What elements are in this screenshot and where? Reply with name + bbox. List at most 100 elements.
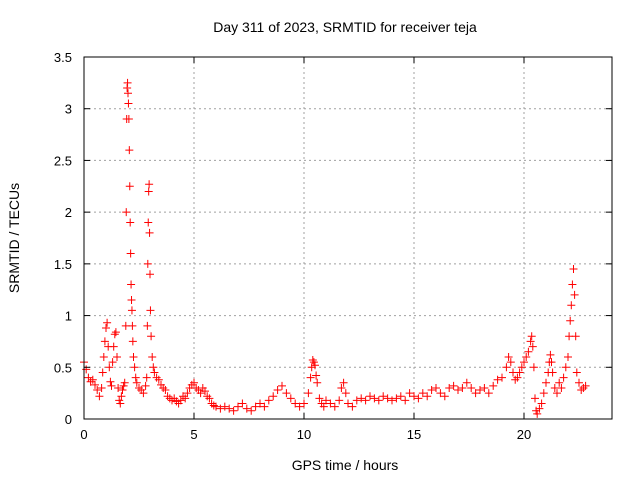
data-point [458, 383, 467, 392]
data-point [520, 358, 528, 367]
data-point [91, 380, 99, 389]
data-point [570, 290, 579, 299]
data-point [196, 389, 205, 398]
data-point [116, 399, 125, 408]
data-point [84, 373, 93, 382]
data-point [154, 375, 163, 384]
data-point [396, 392, 405, 401]
data-point [109, 342, 118, 351]
data-point [311, 361, 319, 370]
data-point [129, 352, 138, 361]
data-point [106, 377, 115, 386]
data-point [220, 402, 229, 411]
data-point [564, 352, 572, 361]
data-point [251, 402, 260, 411]
data-point [517, 363, 526, 372]
data-point [312, 371, 321, 380]
data-point [105, 363, 114, 372]
data-point [273, 386, 282, 395]
data-point [82, 365, 91, 374]
data-point [132, 378, 141, 387]
data-point [152, 373, 161, 382]
data-point [278, 381, 286, 390]
y-tick-label: 1.5 [54, 257, 72, 272]
data-point [295, 402, 304, 411]
data-point [528, 342, 537, 351]
data-point [322, 396, 330, 405]
data-point [539, 389, 548, 398]
data-point [306, 373, 315, 382]
data-point [308, 356, 317, 365]
data-point [504, 352, 513, 361]
data-point [128, 321, 137, 330]
data-point [423, 392, 432, 401]
data-point [484, 389, 493, 398]
data-point [537, 399, 546, 408]
y-tick-label: 2.5 [54, 153, 72, 168]
data-point [108, 358, 117, 367]
data-point [150, 368, 159, 377]
data-point [335, 396, 344, 405]
data-point [247, 406, 256, 415]
data-point [135, 383, 143, 392]
data-points [80, 78, 590, 418]
data-point [440, 392, 449, 401]
y-axis-label: SRMTID / TECUs [6, 183, 22, 293]
data-point [522, 352, 531, 361]
x-tick-label: 0 [80, 427, 87, 442]
data-point [467, 383, 476, 392]
data-point [489, 381, 498, 390]
data-point [476, 386, 484, 395]
data-point [282, 389, 291, 398]
data-point [125, 146, 134, 155]
data-point [98, 368, 107, 377]
data-point [561, 363, 570, 372]
data-point [542, 378, 550, 387]
data-point [124, 99, 133, 108]
data-point [190, 378, 198, 387]
data-point [149, 363, 158, 372]
data-point [256, 399, 264, 408]
x-tick-label: 20 [517, 427, 531, 442]
data-point [161, 386, 170, 395]
grid [84, 57, 612, 419]
y-tick-label: 3 [65, 102, 72, 117]
data-point [569, 265, 578, 274]
data-point [126, 218, 135, 227]
data-point [566, 316, 575, 325]
data-point [127, 280, 136, 289]
data-point [269, 392, 278, 401]
data-point [144, 187, 153, 196]
data-point [546, 350, 555, 359]
data-point [124, 115, 133, 124]
data-point [361, 396, 370, 405]
data-point [97, 383, 106, 392]
data-point [414, 394, 423, 403]
data-point [330, 402, 339, 411]
data-point [379, 392, 388, 401]
data-point [388, 396, 396, 405]
data-point [352, 396, 361, 405]
y-tick-label: 1 [65, 309, 72, 324]
data-point [146, 270, 154, 279]
data-point [216, 404, 225, 413]
data-point [88, 375, 97, 384]
x-tick-label: 5 [190, 427, 197, 442]
data-point [480, 383, 489, 392]
data-point [300, 399, 308, 408]
data-point [568, 280, 577, 289]
data-point [107, 381, 116, 390]
data-point [370, 394, 379, 403]
data-point [126, 249, 135, 258]
data-point [142, 373, 151, 382]
data-point [286, 394, 295, 403]
data-point [547, 358, 556, 367]
data-point [102, 323, 110, 332]
data-point [579, 383, 588, 392]
data-point [117, 392, 126, 401]
data-point [575, 378, 583, 387]
data-point [526, 337, 535, 346]
data-point [93, 386, 102, 395]
data-point [341, 389, 350, 398]
y-tick-label: 2 [65, 205, 72, 220]
